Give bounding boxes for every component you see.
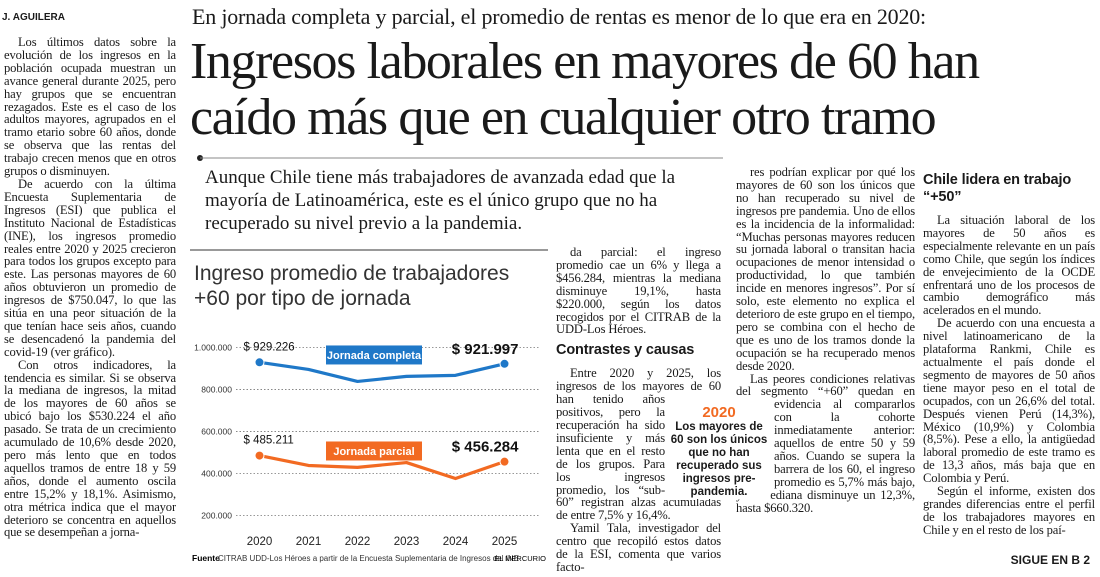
subheading: Chile lidera en trabajo “+50” [923,172,1072,205]
source: CITRAB UDD-Los Héroes a partir de la Enc… [218,554,519,563]
y-tick-label: 600.000 [201,426,232,436]
x-tick-label: 2024 [443,536,469,548]
subheading: Contrastes y causas [556,342,695,359]
series-line [259,360,505,384]
paragraph: De acuerdo con una encuesta a nivel lati… [923,316,1095,486]
continued: SIGUE EN B 2 [1010,553,1090,567]
y-tick-label: 800.000 [201,384,232,394]
series-tag: Jornada completa [327,350,422,362]
paragraph: Con otros indicadores, la tendencia es s… [4,357,176,540]
value-label: $ 929.226 [244,341,295,353]
chart: Ingreso promedio de trabajadores +60 por … [190,249,548,563]
source-label: Fuente [192,553,220,563]
point [254,357,265,368]
y-tick-label: 1.000.000 [194,342,232,352]
point [254,450,265,461]
series-line [259,453,506,481]
paragraph: Entre 2020 y 2025, los ingresos de los m… [556,366,721,523]
x-tick-label: 2020 [247,536,273,548]
callout: 2020 Los mayores de 60 son los únicos qu… [668,404,770,499]
paragraph: Según el informe, existen dos grandes di… [923,484,1095,537]
series-tag-box [326,441,422,461]
callout-title: 2020 [702,404,736,421]
column: da parcial: el ingreso promedio cae un 6… [556,246,721,577]
headline: Ingresos laborales en mayores de 60 han … [190,33,980,146]
x-tick-label: 2023 [394,536,420,548]
deck-rule [197,155,723,161]
y-tick-label: 200.000 [201,510,232,520]
paragraph: Los últimos datos sobre la evolución de … [4,36,176,179]
x-tick-label: 2025 [492,536,518,548]
point [499,358,510,369]
paragraph: Yamil Tala, investigador del centro que … [556,521,721,574]
paragraph: res podrían explicar por qué los mayores… [736,166,915,373]
paragraph: De acuerdo con la última Encuesta Suplem… [4,176,176,359]
column: Chile lidera en trabajo “+50” La situació… [923,166,1095,556]
headline-line: caído más que en cualquier otro tramo [190,89,937,146]
paragraph: La situación laboral de los mayores de 5… [923,213,1095,318]
series-tag: Jornada parcial [333,446,414,458]
paragraph: Las peores condiciones relativas del seg… [736,371,915,515]
kicker: En jornada completa y parcial, el promed… [192,4,926,29]
x-tick-label: 2021 [296,536,322,548]
y-tick-label: 400.000 [201,468,232,478]
column: Los últimos datos sobre la evolución de … [4,36,176,577]
value-label: $ 921.997 [452,341,519,358]
point [499,456,510,467]
column: res podrían explicar por qué los mayores… [736,166,915,577]
chart-title: Ingreso promedio de trabajadores +60 por … [194,262,509,310]
callout-text: Los mayores de 60 son los únicos que no … [670,421,768,498]
paragraph: da parcial: el ingreso promedio cae un 6… [556,246,721,337]
value-label: $ 456.284 [452,439,519,456]
headline-line: Ingresos laborales en mayores de 60 han [190,33,980,90]
byline: J. AGUILERA [2,12,65,23]
deck: Aunque Chile tiene más trabajadores de a… [205,167,676,234]
value-label: $ 485.211 [244,435,294,447]
credit: EL MERCURIO [494,554,546,563]
series-tag-box [326,345,422,365]
x-tick-label: 2022 [345,536,371,548]
